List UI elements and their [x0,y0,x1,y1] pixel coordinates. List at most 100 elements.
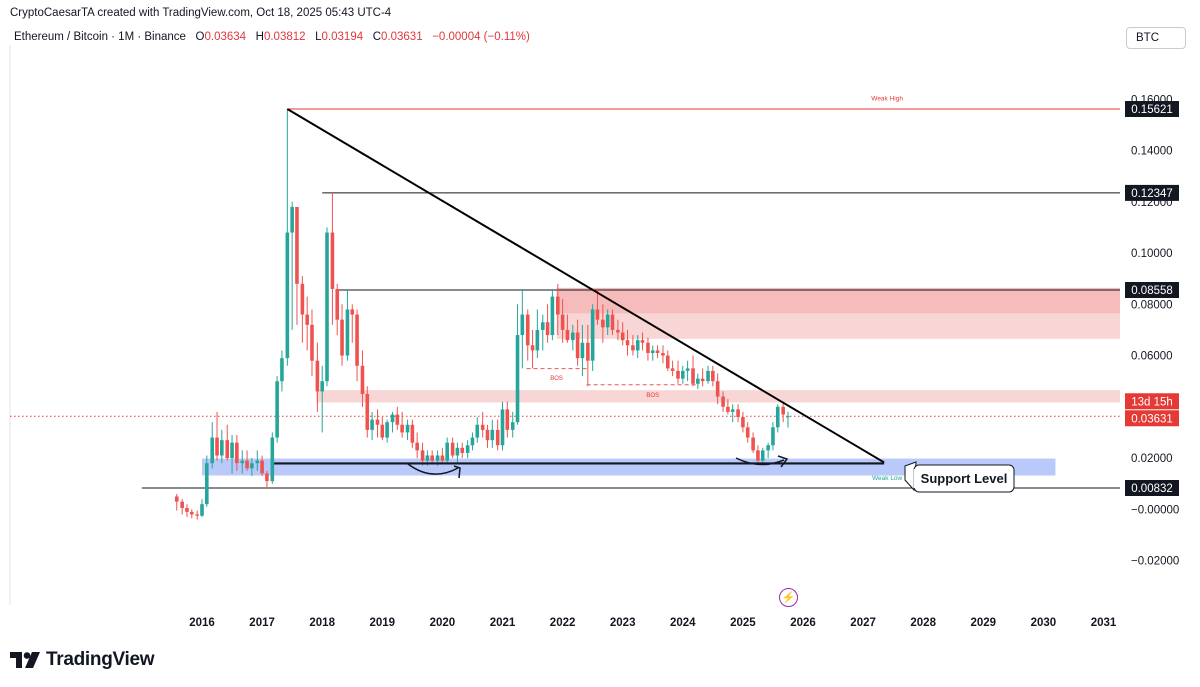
x-tick-label: 2029 [971,617,997,629]
candle [180,499,184,515]
y-tick-label: −0.02000 [1131,556,1179,568]
candle-body [640,340,645,343]
symbol-name[interactable]: Ethereum / Bitcoin · 1M · Binance [14,31,186,43]
candle [756,445,760,464]
candle [225,424,230,461]
candle [575,319,580,366]
candle-body [691,368,695,384]
candle [210,422,215,469]
candle-body [430,455,434,461]
close-value: 0.03631 [381,31,423,43]
candle [375,409,380,438]
candle-body [205,463,209,505]
candle-body [265,473,269,482]
candle [270,432,275,484]
candle [760,447,765,464]
candle-body [355,314,359,366]
candle [711,365,715,387]
tradingview-logo-icon [10,652,40,668]
annotation-label: Weak High [871,96,903,103]
candle [185,504,189,518]
x-tick-label: 2023 [610,617,636,629]
x-tick-label: 2027 [850,617,876,629]
currency-button[interactable]: BTC [1126,27,1186,49]
callout-pointer [904,461,917,492]
x-tick-label: 2031 [1091,617,1117,629]
candle-body [460,447,465,453]
candle [571,324,575,351]
candle-body [685,368,690,371]
candle [786,411,790,428]
candle [340,304,344,366]
price-label-bg [1125,282,1179,299]
candle [715,373,720,405]
candle-body [670,368,675,371]
tradingview-brand[interactable]: TradingView [10,649,155,671]
event-lightning-icon[interactable]: ⚡ [779,588,798,607]
x-tick-label: 2025 [730,617,756,629]
price-label-text: 0.08558 [1131,285,1173,297]
candle-body [210,437,215,464]
candle [736,404,740,423]
candle [490,419,495,448]
bottom-arrow-2019 [407,463,459,475]
candle [676,360,680,384]
candle-body [260,460,264,474]
candle-body [285,232,290,359]
candle [290,201,294,330]
candle [450,437,455,459]
candle [405,419,410,441]
candle [365,386,370,438]
candle [505,401,510,438]
candle-body [730,409,735,412]
low-value: 0.03194 [321,31,364,43]
x-tick-label: 2030 [1031,617,1057,629]
candle [460,442,465,459]
candle-body [405,424,410,433]
candle-body [515,335,520,423]
annotation-label: BOS [646,393,659,399]
candle-body [335,288,340,320]
candle-body [420,450,425,461]
candle [485,424,490,448]
candle-body [400,424,404,433]
candle [700,368,705,387]
candle [370,411,374,441]
candle-body [280,358,284,382]
price-label: 0.12347 [1125,184,1179,201]
candle [781,402,785,423]
candle-body [200,504,204,516]
candle [315,342,320,412]
candle [240,450,245,474]
candle [465,440,470,459]
candle-body [455,447,460,456]
x-tick-label: 2028 [910,617,936,629]
candle-body [625,340,630,346]
candle [601,304,605,343]
x-tick-label: 2020 [430,617,456,629]
candle [400,411,404,438]
x-tick-label: 2019 [370,617,396,629]
price-label-text: 0.00832 [1131,483,1173,495]
y-tick-label: 0.14000 [1131,146,1173,158]
candle [260,455,264,477]
candle-body [330,232,335,289]
candle [565,314,570,343]
candle-body [545,322,550,336]
candle [726,399,730,415]
candle-body [726,406,730,412]
candle [696,373,700,389]
support-level-callout: Support Level [904,461,1015,493]
open-value: 0.03634 [204,31,247,43]
candle [380,417,385,441]
candle-body [230,442,234,459]
candle-body [300,283,305,315]
candle-body [510,422,515,430]
candle-body [225,440,230,459]
price-label-bg [1125,184,1179,201]
candle-body [775,406,780,428]
candle [655,345,660,359]
candle [775,404,780,433]
y-tick-label: 0.02000 [1131,453,1173,465]
